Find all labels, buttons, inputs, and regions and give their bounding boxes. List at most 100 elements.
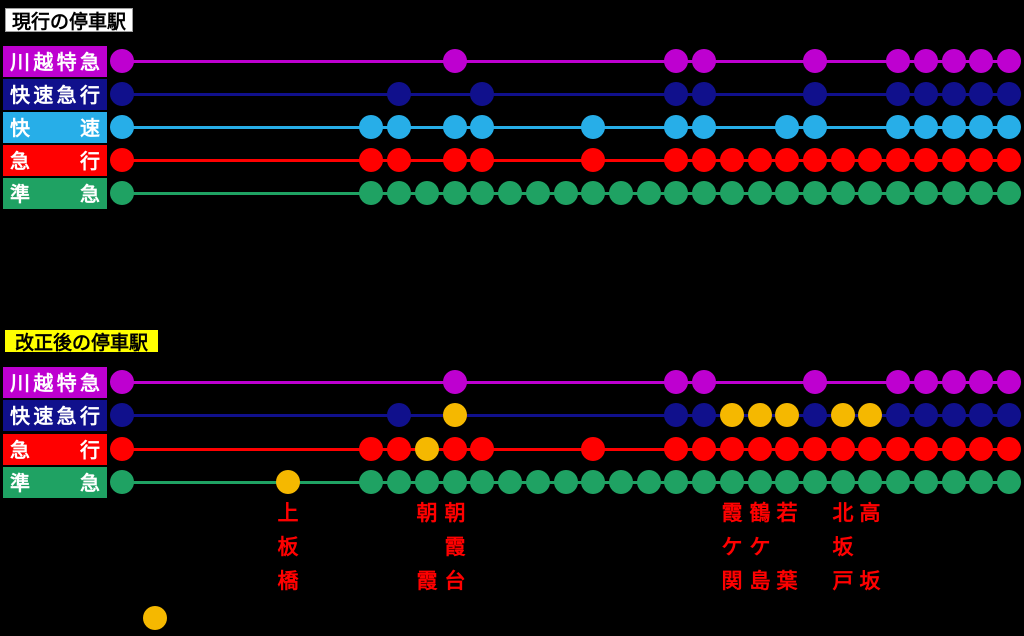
new-stop-dot <box>748 403 772 427</box>
service-label-char: 快 <box>10 403 30 428</box>
stop-dot <box>664 437 688 461</box>
station-name-char: 朝 <box>416 501 438 525</box>
stop-dot <box>359 470 383 494</box>
stop-dot <box>720 437 744 461</box>
service-label-char: 急 <box>79 49 100 74</box>
station-name-char: ケ <box>749 535 771 559</box>
service-label-char: 急 <box>56 82 77 107</box>
stop-dot <box>692 115 716 139</box>
current-title-badge: 現行の停車駅 <box>5 8 133 33</box>
service-label-char: 急 <box>80 181 100 206</box>
service-label-char: 快 <box>10 82 30 107</box>
stop-dot <box>110 49 134 73</box>
stop-dot <box>720 181 744 205</box>
stop-dot <box>914 403 938 427</box>
stop-dot <box>581 181 605 205</box>
stop-dot <box>637 181 661 205</box>
stop-dot <box>803 370 827 394</box>
new-stop-dot <box>858 403 882 427</box>
stop-dot <box>886 115 910 139</box>
station-name-char: 関 <box>721 569 743 593</box>
new-stop-dot <box>831 403 855 427</box>
stop-dot <box>443 437 467 461</box>
stop-dot <box>831 437 855 461</box>
stop-dot <box>692 181 716 205</box>
stop-dot <box>858 437 882 461</box>
stop-dot <box>831 181 855 205</box>
stop-dot <box>803 82 827 106</box>
stop-dot <box>470 437 494 461</box>
station-name-char: 霞 <box>444 535 466 559</box>
service-label-char: 特 <box>56 370 77 395</box>
stop-dot <box>775 115 799 139</box>
rapid-express-line <box>122 414 1009 417</box>
stop-dot <box>664 82 688 106</box>
service-label-char: 川 <box>10 370 30 395</box>
stop-dot <box>664 49 688 73</box>
stop-dot <box>470 115 494 139</box>
stop-dot <box>554 470 578 494</box>
stop-dot <box>664 470 688 494</box>
stop-dot <box>110 370 134 394</box>
service-label-rapid-express: 快速急行 <box>3 79 107 110</box>
stop-dot <box>969 82 993 106</box>
stop-dot <box>858 148 882 172</box>
stop-dot <box>387 148 411 172</box>
stop-dot <box>858 181 882 205</box>
station-name-char: 霞 <box>721 501 743 525</box>
service-label-semi-express: 準急 <box>3 178 107 209</box>
stop-dot <box>886 370 910 394</box>
stop-dot <box>498 181 522 205</box>
stop-dot <box>692 82 716 106</box>
station-name-char: 上 <box>277 501 299 525</box>
stop-dot <box>858 470 882 494</box>
service-label-char: 川 <box>10 49 30 74</box>
stop-dot <box>997 470 1021 494</box>
stop-dot <box>775 181 799 205</box>
stop-dot <box>997 181 1021 205</box>
stop-dot <box>443 370 467 394</box>
service-label-char: 速 <box>33 82 54 107</box>
stop-dot <box>664 148 688 172</box>
station-name-char: 板 <box>277 535 299 559</box>
stop-dot <box>914 470 938 494</box>
stop-dot <box>942 470 966 494</box>
stop-dot <box>942 370 966 394</box>
stop-dot <box>692 370 716 394</box>
rapid-express-line <box>122 93 1009 96</box>
stop-dot <box>886 148 910 172</box>
stop-dot <box>969 148 993 172</box>
service-label-char: 準 <box>10 181 30 206</box>
new-stop-dot <box>775 403 799 427</box>
service-label-char: 行 <box>79 82 100 107</box>
stop-dot <box>803 470 827 494</box>
express-line <box>122 448 1009 451</box>
stop-dot <box>581 470 605 494</box>
service-label-semi-express: 準急 <box>3 467 107 498</box>
service-label-char: 急 <box>79 370 100 395</box>
service-label-char: 速 <box>80 115 100 140</box>
stop-dot <box>720 148 744 172</box>
station-name-char: ケ <box>721 535 743 559</box>
stop-dot <box>359 437 383 461</box>
station-name-char: 台 <box>444 569 466 593</box>
stop-dot <box>415 470 439 494</box>
stop-dot <box>914 115 938 139</box>
station-name-char: 戸 <box>832 569 854 593</box>
stop-dot <box>748 470 772 494</box>
stop-dot <box>831 148 855 172</box>
stop-dot <box>969 403 993 427</box>
stop-dot <box>110 148 134 172</box>
stop-dot <box>387 115 411 139</box>
stop-dot <box>803 181 827 205</box>
service-label-char: 行 <box>80 148 100 173</box>
stop-dot <box>720 470 744 494</box>
stop-dot <box>969 470 993 494</box>
service-label-express: 急行 <box>3 434 107 465</box>
new-stop-dot <box>443 403 467 427</box>
stop-dot <box>997 49 1021 73</box>
stop-dot <box>498 470 522 494</box>
stop-dot <box>775 470 799 494</box>
revised-title-badge: 改正後の停車駅 <box>3 328 160 354</box>
